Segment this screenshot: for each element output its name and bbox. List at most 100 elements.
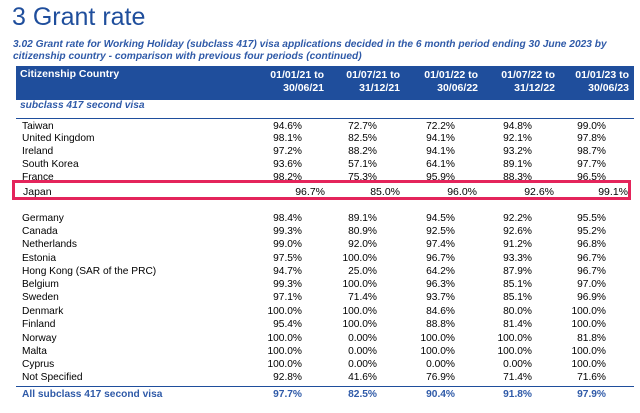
row-value: 100.0% <box>571 319 606 330</box>
row-value: 80.9% <box>348 226 377 237</box>
section-label: subclass 417 second visa <box>20 100 145 111</box>
row-value: 99.3% <box>273 226 302 237</box>
row-value: 94.5% <box>426 213 455 224</box>
total-row: All subclass 417 second visa 97.7% 82.5% 90… <box>16 389 634 401</box>
row-value: 0.00% <box>426 359 455 370</box>
row-value: 71.4% <box>348 292 377 303</box>
table-row: Cyprus 100.0% 0.00% 0.00% 0.00% 100.0% <box>16 359 634 371</box>
row-value: 100.0% <box>420 346 455 357</box>
row-value: 96.0% <box>447 186 477 198</box>
row-value: 92.6% <box>503 226 532 237</box>
row-value: 99.1% <box>598 186 628 198</box>
row-value: 100.0% <box>267 306 302 317</box>
row-country: Canada <box>22 226 58 237</box>
row-value: 75.3% <box>348 172 377 183</box>
table-row: Canada 99.3% 80.9% 92.5% 92.6% 95.2% <box>16 226 634 238</box>
row-value: 80.0% <box>503 306 532 317</box>
highlighted-row-japan: Japan 96.7% 85.0% 96.0% 92.6% 99.1% <box>12 180 631 200</box>
row-value: 96.3% <box>426 279 455 290</box>
row-value: 94.7% <box>273 266 302 277</box>
total-row-value: 90.4% <box>426 389 455 400</box>
row-value: 84.6% <box>426 306 455 317</box>
row-value: 87.9% <box>503 266 532 277</box>
row-value: 76.9% <box>426 372 455 383</box>
row-value: 97.8% <box>577 133 606 144</box>
row-value: 94.8% <box>503 121 532 132</box>
row-value: 100.0% <box>267 333 302 344</box>
row-country: Denmark <box>22 306 64 317</box>
table-row: Malta 100.0% 0.00% 100.0% 100.0% 100.0% <box>16 346 634 358</box>
row-value: 81.4% <box>503 319 532 330</box>
table-row: Taiwan 94.6% 72.7% 72.2% 94.8% 99.0% <box>16 121 634 133</box>
row-value: 100.0% <box>420 333 455 344</box>
table-row: Germany 98.4% 89.1% 94.5% 92.2% 95.5% <box>16 213 634 225</box>
row-country: Norway <box>22 333 57 344</box>
row-country: Malta <box>22 346 47 357</box>
row-value: 100.0% <box>342 319 377 330</box>
table-header: Citizenship Country 01/01/21 to 30/06/21… <box>16 66 634 100</box>
row-country: France <box>22 172 54 183</box>
row-value: 71.4% <box>503 372 532 383</box>
row-value: 94.6% <box>273 121 302 132</box>
row-country: Netherlands <box>22 239 77 250</box>
row-value: 93.7% <box>426 292 455 303</box>
row-country: South Korea <box>22 159 79 170</box>
table-row: Belgium 99.3% 100.0% 96.3% 85.1% 97.0% <box>16 279 634 291</box>
row-value: 100.0% <box>342 253 377 264</box>
table-subtitle: 3.02 Grant rate for Working Holiday (sub… <box>13 39 607 62</box>
row-country: Sweden <box>22 292 59 303</box>
period-header-2: 01/07/21 to 31/12/21 <box>346 69 400 94</box>
table-row: United Kingdom 98.1% 82.5% 94.1% 92.1% 97.8% <box>16 133 634 145</box>
period-header-3: 01/01/22 to 30/06/22 <box>424 69 478 94</box>
row-country: Finland <box>22 319 56 330</box>
row-value: 64.1% <box>426 159 455 170</box>
row-country: Belgium <box>22 279 59 290</box>
table-row: Netherlands 99.0% 92.0% 97.4% 91.2% 96.8% <box>16 239 634 251</box>
row-value: 92.1% <box>503 133 532 144</box>
row-value: 0.00% <box>503 359 532 370</box>
row-value: 98.4% <box>273 213 302 224</box>
row-value: 88.3% <box>503 172 532 183</box>
row-value: 93.3% <box>503 253 532 264</box>
row-value: 97.5% <box>273 253 302 264</box>
row-value: 85.1% <box>503 279 532 290</box>
row-value: 100.0% <box>267 359 302 370</box>
row-value: 96.9% <box>577 292 606 303</box>
row-value: 100.0% <box>571 359 606 370</box>
table-row: Finland 95.4% 100.0% 88.8% 81.4% 100.0% <box>16 319 634 331</box>
row-value: 91.2% <box>503 239 532 250</box>
period-header-1: 01/01/21 to 30/06/21 <box>270 69 324 94</box>
row-value: 85.0% <box>370 186 400 198</box>
row-value: 97.4% <box>426 239 455 250</box>
row-value: 97.7% <box>577 159 606 170</box>
total-row-label: All subclass 417 second visa <box>22 389 163 400</box>
row-value: 97.0% <box>577 279 606 290</box>
row-value: 0.00% <box>348 346 377 357</box>
row-value: 89.1% <box>503 159 532 170</box>
table-row: Denmark 100.0% 100.0% 84.6% 80.0% 100.0% <box>16 306 634 318</box>
row-value: 98.7% <box>577 146 606 157</box>
row-value: 96.7% <box>426 253 455 264</box>
row-value: 100.0% <box>267 346 302 357</box>
row-value: 100.0% <box>571 306 606 317</box>
row-value: 100.0% <box>497 346 532 357</box>
row-country: United Kingdom <box>22 133 95 144</box>
row-value: 0.00% <box>348 333 377 344</box>
page-title: 3 Grant rate <box>12 3 146 31</box>
row-value: 95.2% <box>577 226 606 237</box>
row-value: 95.9% <box>426 172 455 183</box>
section-divider <box>16 118 634 119</box>
table-row: Not Specified 92.8% 41.6% 76.9% 71.4% 71.6% <box>16 372 634 384</box>
row-country: Japan <box>23 186 52 198</box>
row-value: 99.0% <box>273 239 302 250</box>
row-country: Cyprus <box>22 359 55 370</box>
row-value: 71.6% <box>577 372 606 383</box>
row-value: 93.2% <box>503 146 532 157</box>
row-value: 97.1% <box>273 292 302 303</box>
row-value: 97.2% <box>273 146 302 157</box>
row-value: 99.0% <box>577 121 606 132</box>
country-column-header: Citizenship Country <box>20 68 120 80</box>
period-header-5: 01/01/23 to 30/06/23 <box>575 69 629 94</box>
row-value: 100.0% <box>497 333 532 344</box>
row-value: 96.7% <box>577 266 606 277</box>
